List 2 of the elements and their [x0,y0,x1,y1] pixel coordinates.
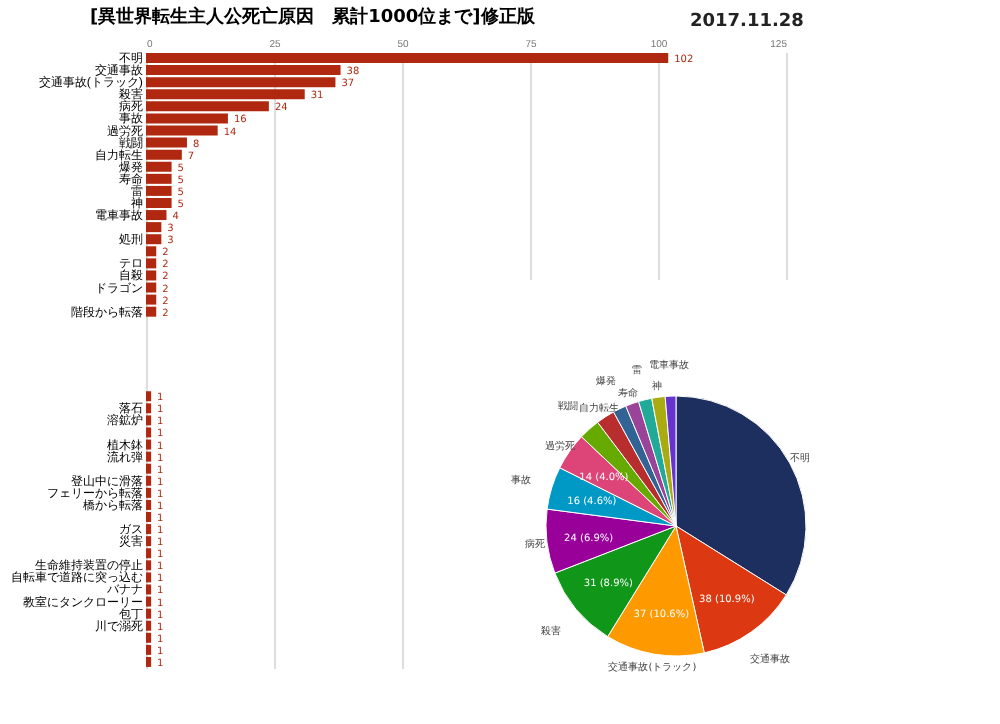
chart-title: [異世界転生主人公死亡原因 累計1000位まで]修正版 [90,6,537,28]
text: 2017.11.28 [690,12,804,32]
